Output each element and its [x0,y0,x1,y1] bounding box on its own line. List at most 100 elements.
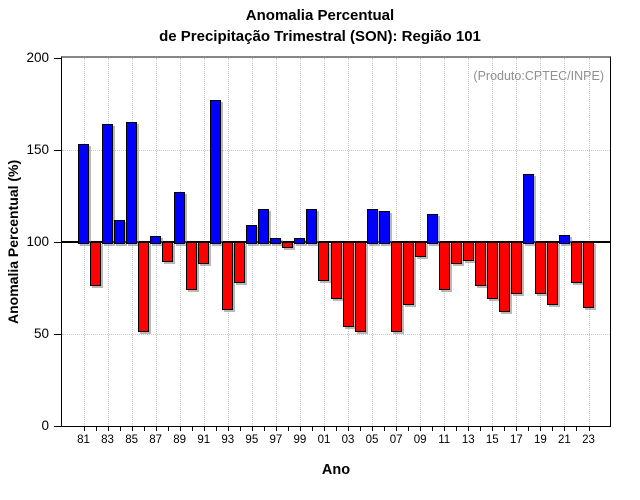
x-tick-1998 [287,427,289,431]
bar-2016 [498,242,510,313]
x-tick-label-93: 93 [221,434,235,446]
x-tick-label-95: 95 [245,434,259,446]
bar-1984 [114,219,126,244]
x-tick-label-09: 09 [413,434,427,446]
x-tick-1986 [143,427,145,431]
bar-2013 [462,242,474,261]
y-tick-label-50: 50 [33,326,49,341]
x-tick-1987 [155,427,157,431]
x-tick-label-85: 85 [125,434,138,446]
x-tick-1989 [179,427,181,431]
x-tick-2008 [408,427,410,431]
bar-1998 [282,242,294,248]
source-note: (Produto:CPTEC/INPE) [473,69,604,83]
bar-2018 [522,173,534,244]
bar-1987 [150,236,162,244]
x-tick-2022 [576,427,578,431]
x-tick-label-21: 21 [558,434,571,446]
x-tick-1992 [215,427,217,431]
bar-2010 [426,214,438,244]
chart-title-line1: Anomalia Percentual [245,7,395,24]
x-tick-1988 [167,427,169,431]
x-tick-2016 [504,427,506,431]
x-tick-label-17: 17 [509,434,523,446]
x-tick-1984 [119,427,121,431]
x-tick-1999 [299,427,301,431]
bar-2005 [366,208,378,244]
bar-1983 [102,124,114,244]
x-tick-2000 [311,427,313,431]
bar-2008 [402,242,414,305]
bar-1994 [234,242,246,283]
x-tick-1983 [107,427,109,431]
x-axis-title: Ano [321,462,351,478]
x-tick-2003 [348,427,350,431]
x-tick-2009 [420,427,422,431]
bar-1991 [198,242,210,265]
y-tick-50 [54,333,62,335]
x-tick-label-99: 99 [293,434,307,446]
bar-1996 [258,208,270,244]
bar-2007 [390,242,402,333]
bar-2019 [534,242,546,294]
y-tick-label-100: 100 [26,234,49,249]
bar-2015 [486,242,498,300]
chart-title-line2: de Precipitação Trimestral (SON): Região… [159,28,481,45]
x-tick-2013 [468,427,470,431]
bar-1992 [210,100,222,244]
x-tick-2002 [336,427,337,431]
x-tick-2021 [564,427,566,431]
bar-2002 [330,242,342,300]
x-tick-label-81: 81 [77,434,90,446]
bar-2000 [306,208,318,244]
bar-2017 [510,242,522,294]
x-tick-label-11: 11 [438,434,451,446]
bar-1999 [294,238,306,244]
y-tick-200 [54,57,62,59]
x-tick-1990 [191,427,193,431]
x-tick-label-83: 83 [101,434,114,446]
x-tick-2005 [372,427,374,431]
x-tick-label-23: 23 [582,434,595,446]
x-tick-2014 [480,427,482,431]
y-tick-label-200: 200 [26,50,49,65]
bar-2012 [450,242,462,265]
x-tick-1997 [275,427,277,431]
x-tick-2011 [444,427,446,431]
bar-2004 [354,242,366,333]
x-tick-2004 [360,427,362,431]
y-tick-100 [54,241,62,243]
x-tick-1991 [203,427,205,431]
x-tick-1996 [263,427,265,431]
bar-2023 [583,242,594,309]
x-tick-label-07: 07 [389,434,403,446]
bar-2001 [318,242,330,281]
x-tick-2017 [516,427,518,431]
bar-1985 [126,122,138,244]
h-gridline-50 [62,334,610,335]
bar-2009 [414,242,426,257]
x-tick-1981 [83,427,85,431]
bar-2006 [378,210,390,244]
bar-2011 [438,242,450,290]
y-tick-0 [54,425,62,427]
bar-2021 [558,234,570,244]
x-tick-label-19: 19 [533,434,547,446]
bar-1982 [90,242,102,287]
x-tick-1995 [251,427,253,431]
x-tick-label-05: 05 [365,434,379,446]
bar-1990 [186,242,198,290]
bar-2014 [474,242,486,287]
bar-2022 [570,242,582,283]
x-tick-1982 [95,427,97,431]
bar-2003 [342,242,354,327]
x-tick-2006 [384,427,386,431]
x-tick-label-15: 15 [485,434,499,446]
y-tick-label-0: 0 [41,418,49,433]
x-tick-label-13: 13 [461,434,475,446]
x-tick-2012 [456,427,458,431]
bar-1997 [270,238,282,244]
bar-1988 [162,242,174,263]
x-tick-1985 [131,427,133,431]
x-tick-label-01: 01 [317,434,331,446]
